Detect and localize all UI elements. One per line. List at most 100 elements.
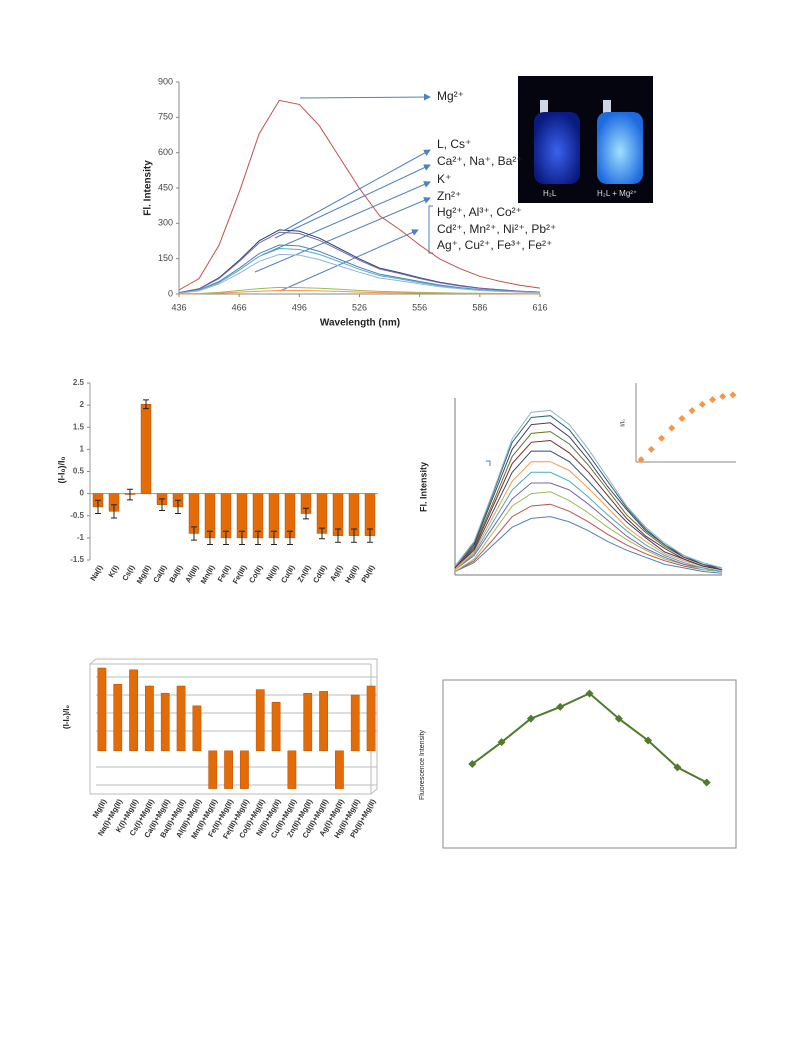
point — [709, 396, 716, 404]
y-tick-label: -0.5 — [70, 511, 84, 520]
line-series — [454, 491, 723, 572]
marker — [486, 460, 491, 466]
photo-inset: H₂L H₂L + Mg²⁺ — [518, 76, 653, 203]
x-tick-label: 436 — [171, 302, 186, 312]
error-bar — [207, 530, 213, 546]
error-bar — [191, 526, 197, 541]
bar — [160, 692, 170, 752]
x-tick-label: K(I) — [106, 563, 120, 579]
x-tick-label: Cd(II) — [311, 563, 329, 585]
bar — [97, 667, 107, 752]
error-bar — [287, 530, 293, 546]
bar — [240, 750, 249, 789]
annotation: Mg²⁺ — [437, 89, 464, 103]
error-bar — [127, 488, 133, 501]
error-bar — [335, 528, 341, 543]
bar — [140, 403, 152, 494]
x-tick-label: 616 — [532, 302, 547, 312]
bar — [350, 694, 360, 752]
y-axis-label: Fl. Intensity — [143, 160, 154, 216]
x-tick-label: Fe(III) — [231, 563, 249, 585]
bar — [303, 692, 313, 752]
line-series — [454, 422, 723, 571]
annotation: Ca²⁺, Na⁺, Ba²⁺ — [437, 154, 523, 168]
bar — [255, 689, 265, 752]
inset-bg — [626, 378, 741, 468]
bar — [129, 669, 138, 752]
y-tick-label: 2.5 — [73, 378, 85, 387]
y-axis-label: (I-I₀)/I₀ — [62, 705, 71, 729]
line-series — [178, 231, 541, 294]
x-axis-label: Wavelength (nm) — [320, 318, 400, 329]
line-series — [454, 450, 723, 571]
x-tick-label: Mn(II) — [199, 563, 217, 585]
bar — [316, 493, 328, 534]
y-tick-label: 450 — [158, 182, 173, 192]
x-tick-label: 526 — [352, 302, 367, 312]
point — [614, 714, 623, 723]
y-tick-label: 0.5 — [73, 467, 85, 476]
error-bar — [255, 530, 261, 546]
point — [673, 763, 682, 772]
annotation: Cd²⁺, Mn²⁺, Ni²⁺, Pb²⁺ — [437, 222, 556, 236]
y-tick-label: 600 — [158, 147, 173, 157]
annotation: Hg²⁺, Al³⁺, Co²⁺ — [437, 205, 522, 219]
x-tick-label: 466 — [232, 302, 247, 312]
bar — [335, 750, 344, 789]
bar — [287, 750, 297, 789]
y-tick-label: 750 — [158, 112, 173, 122]
error-bar — [111, 504, 117, 519]
point — [729, 391, 737, 399]
line-series — [454, 516, 723, 574]
annotation-arrows — [254, 93, 433, 292]
x-tick-label: Cs(I) — [120, 563, 136, 582]
point — [668, 424, 676, 432]
line-series — [471, 692, 708, 784]
photo-label: H₂L + Mg²⁺ — [597, 189, 637, 198]
point — [637, 456, 645, 464]
line-series — [454, 471, 723, 572]
bar — [208, 750, 218, 789]
point — [688, 407, 696, 415]
line-series — [178, 290, 541, 295]
error-bar — [223, 530, 229, 546]
x-tick-label: 586 — [472, 302, 487, 312]
y-tick-label: -1 — [77, 533, 85, 542]
bar — [271, 701, 281, 752]
error-bar — [143, 399, 149, 410]
annotation: Ag⁺, Cu²⁺, Fe³⁺, Fe²⁺ — [437, 238, 552, 252]
point — [658, 434, 665, 442]
y-tick-label: -1.5 — [70, 555, 84, 564]
y-axis-label: I/I₀ — [621, 419, 627, 427]
line-series — [454, 409, 723, 569]
line-series — [454, 431, 723, 571]
error-bar — [271, 530, 277, 546]
y-tick-label: 900 — [158, 76, 173, 86]
point — [556, 702, 565, 711]
bar — [366, 685, 376, 752]
x-tick-label: Na(I) — [88, 563, 104, 582]
point — [526, 714, 535, 723]
x-tick-label: Pb(II) — [359, 563, 376, 584]
x-tick-label: Zn(II) — [295, 563, 312, 584]
x-tick-label: 556 — [412, 302, 427, 312]
point — [647, 445, 655, 453]
error-bar — [175, 499, 181, 515]
x-tick-label: Co(II) — [247, 563, 265, 585]
line-series — [454, 439, 723, 571]
y-axis-label: (I-I₀)/I₀ — [56, 456, 66, 483]
point — [719, 392, 727, 400]
y-tick-label: 0 — [168, 288, 173, 298]
y-tick-label: 2 — [80, 400, 85, 409]
y-tick-label: 1 — [80, 444, 85, 453]
plot-frame — [442, 679, 737, 849]
line-series — [454, 482, 723, 572]
point — [585, 689, 594, 698]
bar — [224, 750, 233, 789]
bar — [192, 705, 202, 752]
error-bar — [367, 528, 373, 543]
error-bar — [239, 530, 245, 546]
error-bar — [303, 507, 309, 520]
y-tick-label: 0 — [80, 489, 85, 498]
